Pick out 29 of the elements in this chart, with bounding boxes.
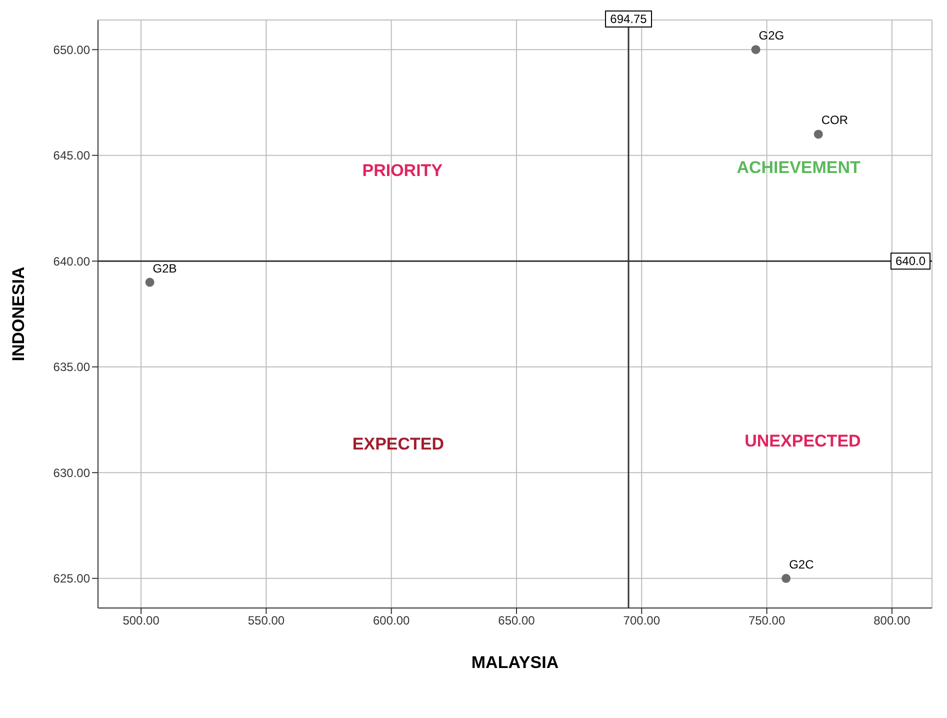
point — [814, 130, 823, 139]
ref-line-label: 694.75 — [610, 12, 648, 26]
y-tick-label: 635.00 — [53, 360, 90, 374]
annotation: ACHIEVEMENT — [736, 158, 862, 177]
x-axis-title: MALAYSIA — [471, 653, 559, 672]
x-tick-label: 500.00 — [122, 614, 160, 628]
annotation: G2G — [758, 28, 784, 43]
point — [782, 574, 791, 583]
annotation: G2B — [152, 261, 177, 276]
x-tick-label: 700.00 — [623, 614, 660, 628]
y-tick-label: 640.00 — [53, 254, 90, 268]
y-tick-label: 645.00 — [53, 148, 90, 163]
y-axis-title: INDONESIA — [9, 266, 28, 362]
annotation: COR — [821, 113, 848, 128]
y-tick-label: 630.00 — [53, 466, 90, 480]
y-tick-label: 650.00 — [53, 42, 90, 57]
point — [751, 45, 760, 54]
y-tick-label: 625.00 — [53, 572, 90, 586]
x-tick-label: 600.00 — [373, 614, 410, 628]
x-tick-label: 800.00 — [874, 614, 911, 628]
ref-line-label: 640.0 — [895, 254, 926, 268]
annotation: PRIORITY — [362, 160, 444, 180]
annotation: UNEXPECTED — [744, 431, 861, 450]
x-tick-label: 750.00 — [748, 614, 786, 628]
annotation: G2C — [789, 557, 814, 572]
point — [145, 278, 154, 287]
annotation: EXPECTED — [352, 434, 444, 454]
x-tick-label: 550.00 — [248, 614, 285, 628]
x-tick-label: 650.00 — [498, 614, 536, 628]
